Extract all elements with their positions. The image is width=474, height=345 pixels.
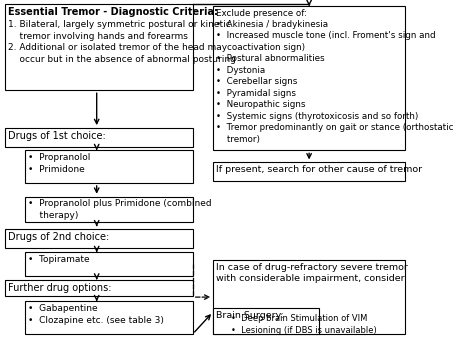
Text: Further drug options:: Further drug options: (8, 283, 111, 293)
Bar (25, 252, 193, 276)
Bar (213, 260, 405, 334)
Text: Brain Surgery:: Brain Surgery: (217, 310, 284, 320)
Text: Drugs of 1st choice:: Drugs of 1st choice: (8, 131, 106, 141)
Text: Essential Tremor - Diagnostic Criteria:: Essential Tremor - Diagnostic Criteria: (8, 7, 218, 17)
Bar (25, 150, 193, 183)
Text: Exclude presence of:
•  Akinesia / bradykinesia
•  Increased muscle tone (incl. : Exclude presence of: • Akinesia / bradyk… (217, 9, 454, 144)
Text: •  Propranolol
•  Primidone: • Propranolol • Primidone (28, 153, 91, 174)
Text: •  Deep brain Stimulation of VIM
•  Lesioning (if DBS is unavailable): • Deep brain Stimulation of VIM • Lesion… (231, 314, 377, 335)
Bar (5, 280, 193, 296)
Text: If present, search for other cause of tremor: If present, search for other cause of tr… (217, 165, 422, 174)
Bar (5, 4, 193, 90)
Text: Drugs of 2nd choice:: Drugs of 2nd choice: (8, 232, 109, 242)
Bar (5, 229, 193, 248)
Text: 1. Bilateral, largely symmetric postural or kinetic
    tremor involving hands a: 1. Bilateral, largely symmetric postural… (8, 20, 236, 63)
Bar (25, 197, 193, 223)
Text: •  Topiramate: • Topiramate (28, 255, 90, 264)
Text: In case of drug-refractory severe tremor
with considerable impairment, consider: In case of drug-refractory severe tremor… (217, 263, 408, 283)
Bar (5, 128, 193, 147)
Text: •  Gabapentine
•  Clozapine etc. (see table 3): • Gabapentine • Clozapine etc. (see tabl… (28, 304, 164, 325)
Bar (213, 162, 405, 181)
Bar (213, 6, 405, 150)
Bar (213, 308, 319, 334)
Bar (25, 302, 193, 334)
Text: •  Propranolol plus Primidone (combined
    therapy): • Propranolol plus Primidone (combined t… (28, 199, 212, 220)
